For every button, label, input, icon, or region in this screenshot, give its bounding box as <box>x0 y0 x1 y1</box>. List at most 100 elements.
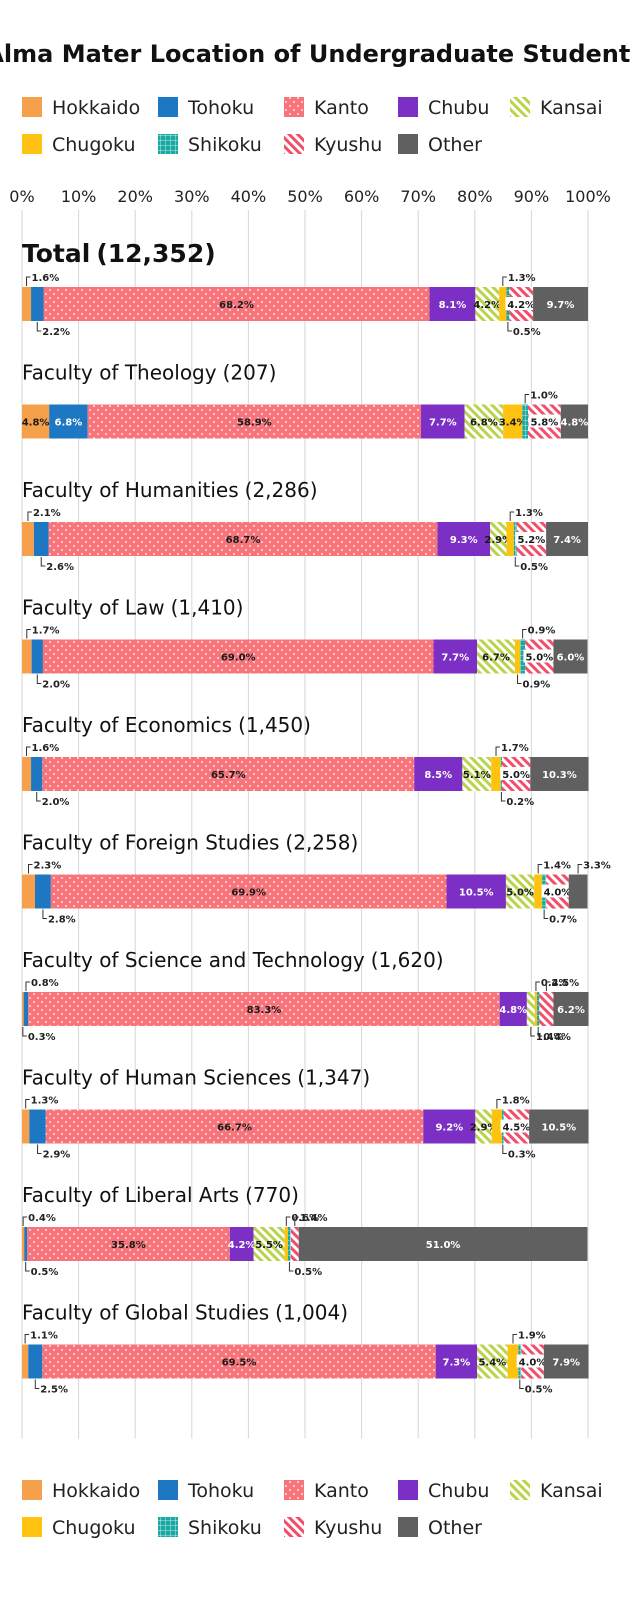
group-title: Faculty of Theology <box>22 361 217 385</box>
bar-tohoku <box>28 1344 43 1379</box>
callout-label: 1.3% <box>31 1096 59 1107</box>
callout-label: 2.6% <box>46 562 74 573</box>
bar-value-label: 68.2% <box>219 300 254 311</box>
group-title: Faculty of Humanities <box>22 478 239 502</box>
callout-label: 0.9% <box>528 626 556 637</box>
bar-value-label: 8.1% <box>439 300 467 311</box>
bar-kanto <box>42 757 415 791</box>
bar-value-label: 4.2% <box>228 1240 256 1251</box>
x-tick-label: 20% <box>117 187 153 206</box>
bar-chugoku <box>534 992 538 1026</box>
bar-label-bg <box>516 1354 549 1368</box>
bar-value-label: 5.0% <box>506 888 534 899</box>
callout-line <box>502 276 507 286</box>
bar-hokkaido <box>22 757 32 791</box>
legend-item-hokkaido: Hokkaido <box>22 97 140 119</box>
callout-line <box>26 629 31 639</box>
callout-line <box>27 511 32 521</box>
bar-other <box>553 639 588 674</box>
legend-label: Shikoku <box>188 1517 262 1539</box>
legend-swatch <box>284 1480 304 1500</box>
group-title: Faculty of Economics <box>22 713 232 737</box>
callout-line <box>500 792 506 802</box>
x-tick-label: 100% <box>565 187 611 206</box>
bar-chubu <box>423 1109 476 1144</box>
callout-label: 2.0% <box>42 680 70 691</box>
callout-label: 1.3% <box>515 508 543 519</box>
callout-line <box>36 792 41 802</box>
callout-label: 0.5% <box>31 1267 59 1278</box>
bar-shikoku <box>537 992 540 1026</box>
bar-value-label: 2.9% <box>484 535 512 546</box>
legend-label: Kansai <box>540 97 603 119</box>
callout-line <box>294 1216 299 1226</box>
bar-tohoku <box>31 639 43 674</box>
bar-other <box>568 874 588 909</box>
legend-swatch <box>284 134 304 154</box>
bar-value-label: 5.1% <box>463 770 491 781</box>
bar-shikoku <box>288 1227 291 1261</box>
callout-label: 0.4% <box>541 978 569 989</box>
callout-line <box>509 511 515 521</box>
callout-line <box>22 1216 28 1226</box>
legend-bottom: Hokkaido Tohoku Kanto Chubu Kansai Chugoku Shi… <box>22 1480 603 1539</box>
bar-group-faculty-of-science-and-technology: Faculty of Science and Technology (1,620)… <box>22 948 589 1043</box>
group-count: (2,258) <box>285 831 358 855</box>
callout-line <box>577 864 583 874</box>
callout-label: 2.5% <box>551 978 579 989</box>
callout-line <box>512 1334 518 1344</box>
bar-other <box>298 1227 588 1261</box>
callout-label: 0.4% <box>543 1032 571 1043</box>
bar-value-label: 65.7% <box>211 770 246 781</box>
legend-label: Kansai <box>540 1480 603 1502</box>
bar-value-label: 69.5% <box>222 1358 257 1369</box>
bar-chugoku <box>506 522 514 556</box>
bar-kanto <box>27 1227 230 1261</box>
bar-label-bg <box>523 649 556 663</box>
legend-item-other: Other <box>398 1517 482 1539</box>
callout-line <box>507 322 512 332</box>
legend-label: Kanto <box>314 97 369 119</box>
legend-item-kansai: Kansai <box>510 1480 603 1502</box>
bar-other <box>553 992 589 1026</box>
group-title: Faculty of Global Studies <box>22 1301 269 1325</box>
bar-tohoku <box>24 1227 28 1261</box>
legend-label: Kanto <box>314 1480 369 1502</box>
legend-item-chugoku: Chugoku <box>22 134 136 156</box>
group-title: Faculty of Human Sciences <box>22 1066 291 1090</box>
bar-hokkaido <box>22 1344 29 1379</box>
callout-line <box>288 1262 294 1272</box>
bar-other <box>546 522 588 556</box>
bar-tohoku <box>49 404 88 439</box>
callout-label: 1.7% <box>501 743 529 754</box>
bar-value-label: 7.7% <box>429 418 457 429</box>
bar-group-faculty-of-law: Faculty of Law (1,410) 1.7% 2.0% 69.0% 7.7% 6.… <box>22 596 588 691</box>
callout-line <box>26 746 31 756</box>
bar-group-faculty-of-economics: Faculty of Economics (1,450) 1.6% 2.0% 65.7%… <box>22 713 589 808</box>
bar-value-label: 6.2% <box>557 1005 585 1016</box>
callout-label: 2.0% <box>42 797 70 808</box>
legend-swatch <box>158 1480 178 1500</box>
legend-label: Kyushu <box>314 134 382 156</box>
legend-swatch <box>22 1517 42 1537</box>
callout-label: 1.7% <box>32 626 60 637</box>
legend-swatch <box>158 134 178 154</box>
bar-value-label: 4.8% <box>561 418 589 429</box>
callout-label: 0.5% <box>520 562 548 573</box>
bar-hokkaido <box>22 287 32 321</box>
bar-value-label: 7.9% <box>552 1358 580 1369</box>
chart-title: Alma Mater Location of Undergraduate Stu… <box>0 40 630 68</box>
bar-value-label: 6.0% <box>557 653 585 664</box>
bar-group-faculty-of-foreign-studies: Faculty of Foreign Studies (2,258) 2.3% 2.8… <box>22 831 611 926</box>
bar-label-bg <box>500 1119 533 1133</box>
bar-other <box>533 287 588 321</box>
bar-value-label: 9.7% <box>547 300 575 311</box>
bar-hokkaido <box>22 639 32 674</box>
bar-value-label: 4.8% <box>22 418 50 429</box>
callout-line <box>524 394 530 404</box>
bar-label-bg <box>505 297 538 310</box>
callout-line <box>25 1099 30 1109</box>
bar-value-label: 9.3% <box>450 535 478 546</box>
bar-other <box>530 757 589 791</box>
